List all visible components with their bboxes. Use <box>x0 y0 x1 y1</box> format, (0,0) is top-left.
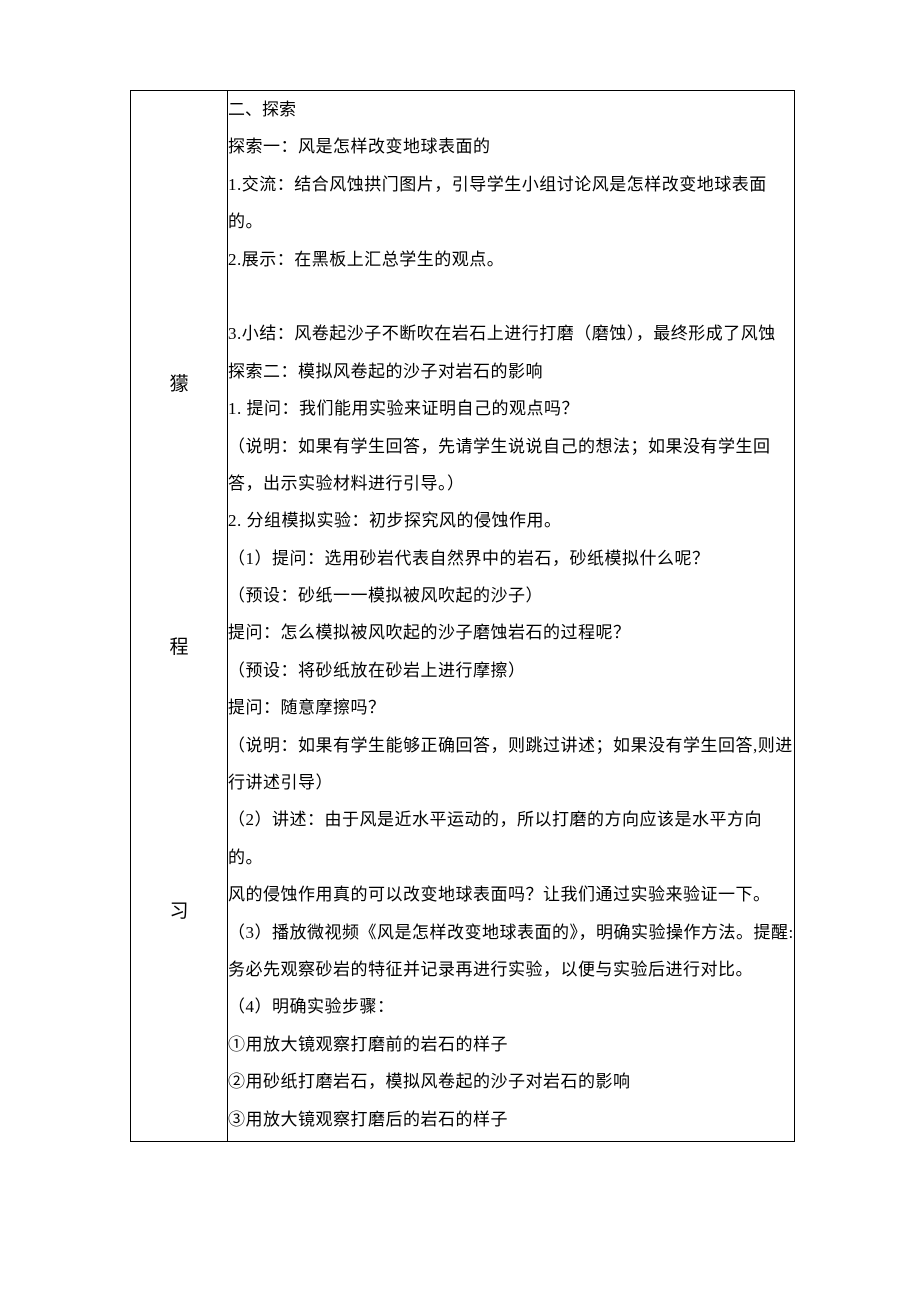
content-line: （说明：如果有学生回答，先请学生说说自己的想法；如果没有学生回 <box>228 428 794 465</box>
content-line: 1. 提问：我们能用实验来证明自己的观点吗？ <box>228 390 794 427</box>
content-line: 的。 <box>228 203 794 240</box>
content-cell: 二、探索 探索一：风是怎样改变地球表面的 1.交流：结合风蚀拱门图片，引导学生小… <box>228 91 795 1142</box>
content-line: （1）提问：选用砂岩代表自然界中的岩石，砂纸模拟什么呢？ <box>228 540 794 577</box>
content-line: 3.小结：风卷起沙子不断吹在岩石上进行打磨（磨蚀），最终形成了风蚀 <box>228 315 794 352</box>
left-label-cell: 獴 程 习 <box>131 91 228 1142</box>
content-line: 探索一：风是怎样改变地球表面的 <box>228 128 794 165</box>
content-line: 务必先观察砂岩的特征并记录再进行实验，以便与实验后进行对比。 <box>228 951 794 988</box>
content-line: （预设：将砂纸放在砂岩上进行摩擦） <box>228 652 794 689</box>
section-heading: 二、探索 <box>228 91 794 128</box>
content-line <box>228 278 794 315</box>
content-line: （说明：如果有学生能够正确回答，则跳过讲述；如果没有学生回答,则进 <box>228 727 794 764</box>
content-line: 探索二：模拟风卷起的沙子对岩石的影响 <box>228 353 794 390</box>
content-line: 2.展示：在黑板上汇总学生的观点。 <box>228 241 794 278</box>
content-line: ①用放大镜观察打磨前的岩石的样子 <box>228 1026 794 1063</box>
lesson-plan-table: 獴 程 习 二、探索 探索一：风是怎样改变地球表面的 1.交流：结合风蚀拱门图片… <box>130 90 795 1142</box>
content-line: 风的侵蚀作用真的可以改变地球表面吗？让我们通过实验来验证一下。 <box>228 876 794 913</box>
content-line: 1.交流：结合风蚀拱门图片，引导学生小组讨论风是怎样改变地球表面 <box>228 166 794 203</box>
content-line: 行讲述引导） <box>228 764 794 801</box>
label-char-3: 习 <box>131 896 227 923</box>
content-line: 提问：随意摩擦吗？ <box>228 689 794 726</box>
content-line: 2. 分组模拟实验：初步探究风的侵蚀作用。 <box>228 502 794 539</box>
content-line: 提问：怎么模拟被风吹起的沙子磨蚀岩石的过程呢？ <box>228 614 794 651</box>
content-line: 答，出示实验材料进行引导。） <box>228 465 794 502</box>
content-line: （4）明确实验步骤： <box>228 988 794 1025</box>
content-line: ③用放大镜观察打磨后的岩石的样子 <box>228 1101 794 1138</box>
left-label-container: 獴 程 习 <box>131 91 227 1141</box>
label-char-2: 程 <box>131 632 227 659</box>
label-char-1: 獴 <box>131 369 227 396</box>
content-line: （预设：砂纸一一模拟被风吹起的沙子） <box>228 577 794 614</box>
content-line: ②用砂纸打磨岩石，模拟风卷起的沙子对岩石的影响 <box>228 1063 794 1100</box>
content-line: （2）讲述：由于风是近水平运动的，所以打磨的方向应该是水平方向的。 <box>228 801 794 876</box>
content-line: （3）播放微视频《风是怎样改变地球表面的》，明确实验操作方法。提醒: <box>228 914 794 951</box>
